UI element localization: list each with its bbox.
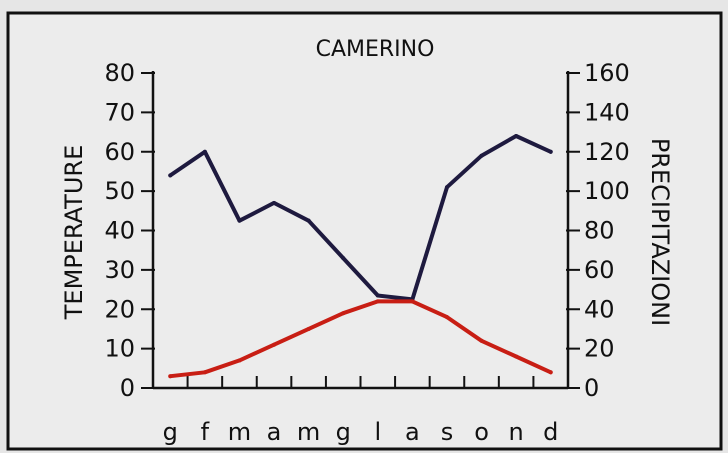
precipitation-point: [341, 256, 346, 261]
x-tick-label: m: [297, 418, 320, 446]
y-left-tick-label: 60: [104, 138, 135, 166]
y-left-tick-label: 70: [104, 98, 135, 126]
y-right-tick-label: 140: [584, 98, 630, 126]
y-right-tick-label: 40: [584, 295, 615, 323]
temperature-point: [272, 342, 277, 347]
x-tick-label: n: [509, 418, 524, 446]
precipitation-line: [168, 134, 553, 302]
x-tick-label: f: [201, 418, 210, 446]
x-tick-label: s: [441, 418, 454, 446]
x-tick-label: o: [474, 418, 489, 446]
precipitation-point: [375, 293, 380, 298]
y-right-tick-label: 80: [584, 217, 615, 245]
y-right-tick-label: 0: [584, 374, 599, 402]
y-right-axis-title: PRECIPITAZIONI: [646, 138, 674, 326]
temperature-point: [444, 315, 449, 320]
temperature-point: [168, 374, 173, 379]
temperature-point: [548, 370, 553, 375]
precipitation-point: [237, 218, 242, 223]
y-right-tick-label: 60: [584, 256, 615, 284]
y-left-tick-label: 50: [104, 177, 135, 205]
temperature-point: [479, 338, 484, 343]
x-tick-label: m: [228, 418, 251, 446]
y-left-tick-label: 80: [104, 59, 135, 87]
y-right-tick-label: 100: [584, 177, 630, 205]
x-tick-label: g: [163, 418, 178, 446]
precipitation-point: [444, 185, 449, 190]
y-left-tick-label: 30: [104, 256, 135, 284]
temperature-point: [410, 299, 415, 304]
series-lines: [168, 134, 553, 379]
temperature-point: [237, 358, 242, 363]
temperature-point: [375, 299, 380, 304]
x-tick-label: a: [267, 418, 282, 446]
y-right-tick-label: 20: [584, 335, 615, 363]
x-tick-label: l: [374, 418, 381, 446]
precipitation-point: [168, 173, 173, 178]
precipitation-point: [479, 153, 484, 158]
x-tick-label: d: [543, 418, 558, 446]
precipitation-point: [306, 218, 311, 223]
precipitation-point: [548, 149, 553, 154]
precipitation-point: [202, 149, 207, 154]
temperature-point: [514, 354, 519, 359]
y-left-tick-label: 40: [104, 217, 135, 245]
temperature-point: [341, 311, 346, 316]
x-tick-label: a: [405, 418, 420, 446]
temperature-point: [306, 326, 311, 331]
y-left-axis-title: TEMPERATURE: [60, 145, 88, 321]
precipitation-point: [514, 134, 519, 138]
y-right-tick-label: 120: [584, 138, 630, 166]
y-left-tick-label: 20: [104, 295, 135, 323]
precipitation-point: [272, 200, 277, 205]
y-left-tick-label: 0: [120, 374, 135, 402]
x-tick-label: g: [336, 418, 351, 446]
y-left-tick-label: 10: [104, 335, 135, 363]
temperature-point: [202, 370, 207, 375]
y-right-tick-label: 160: [584, 59, 630, 87]
chart-title: CAMERINO: [316, 37, 435, 62]
chart-border: [6, 11, 723, 451]
temperature-line: [168, 299, 553, 379]
